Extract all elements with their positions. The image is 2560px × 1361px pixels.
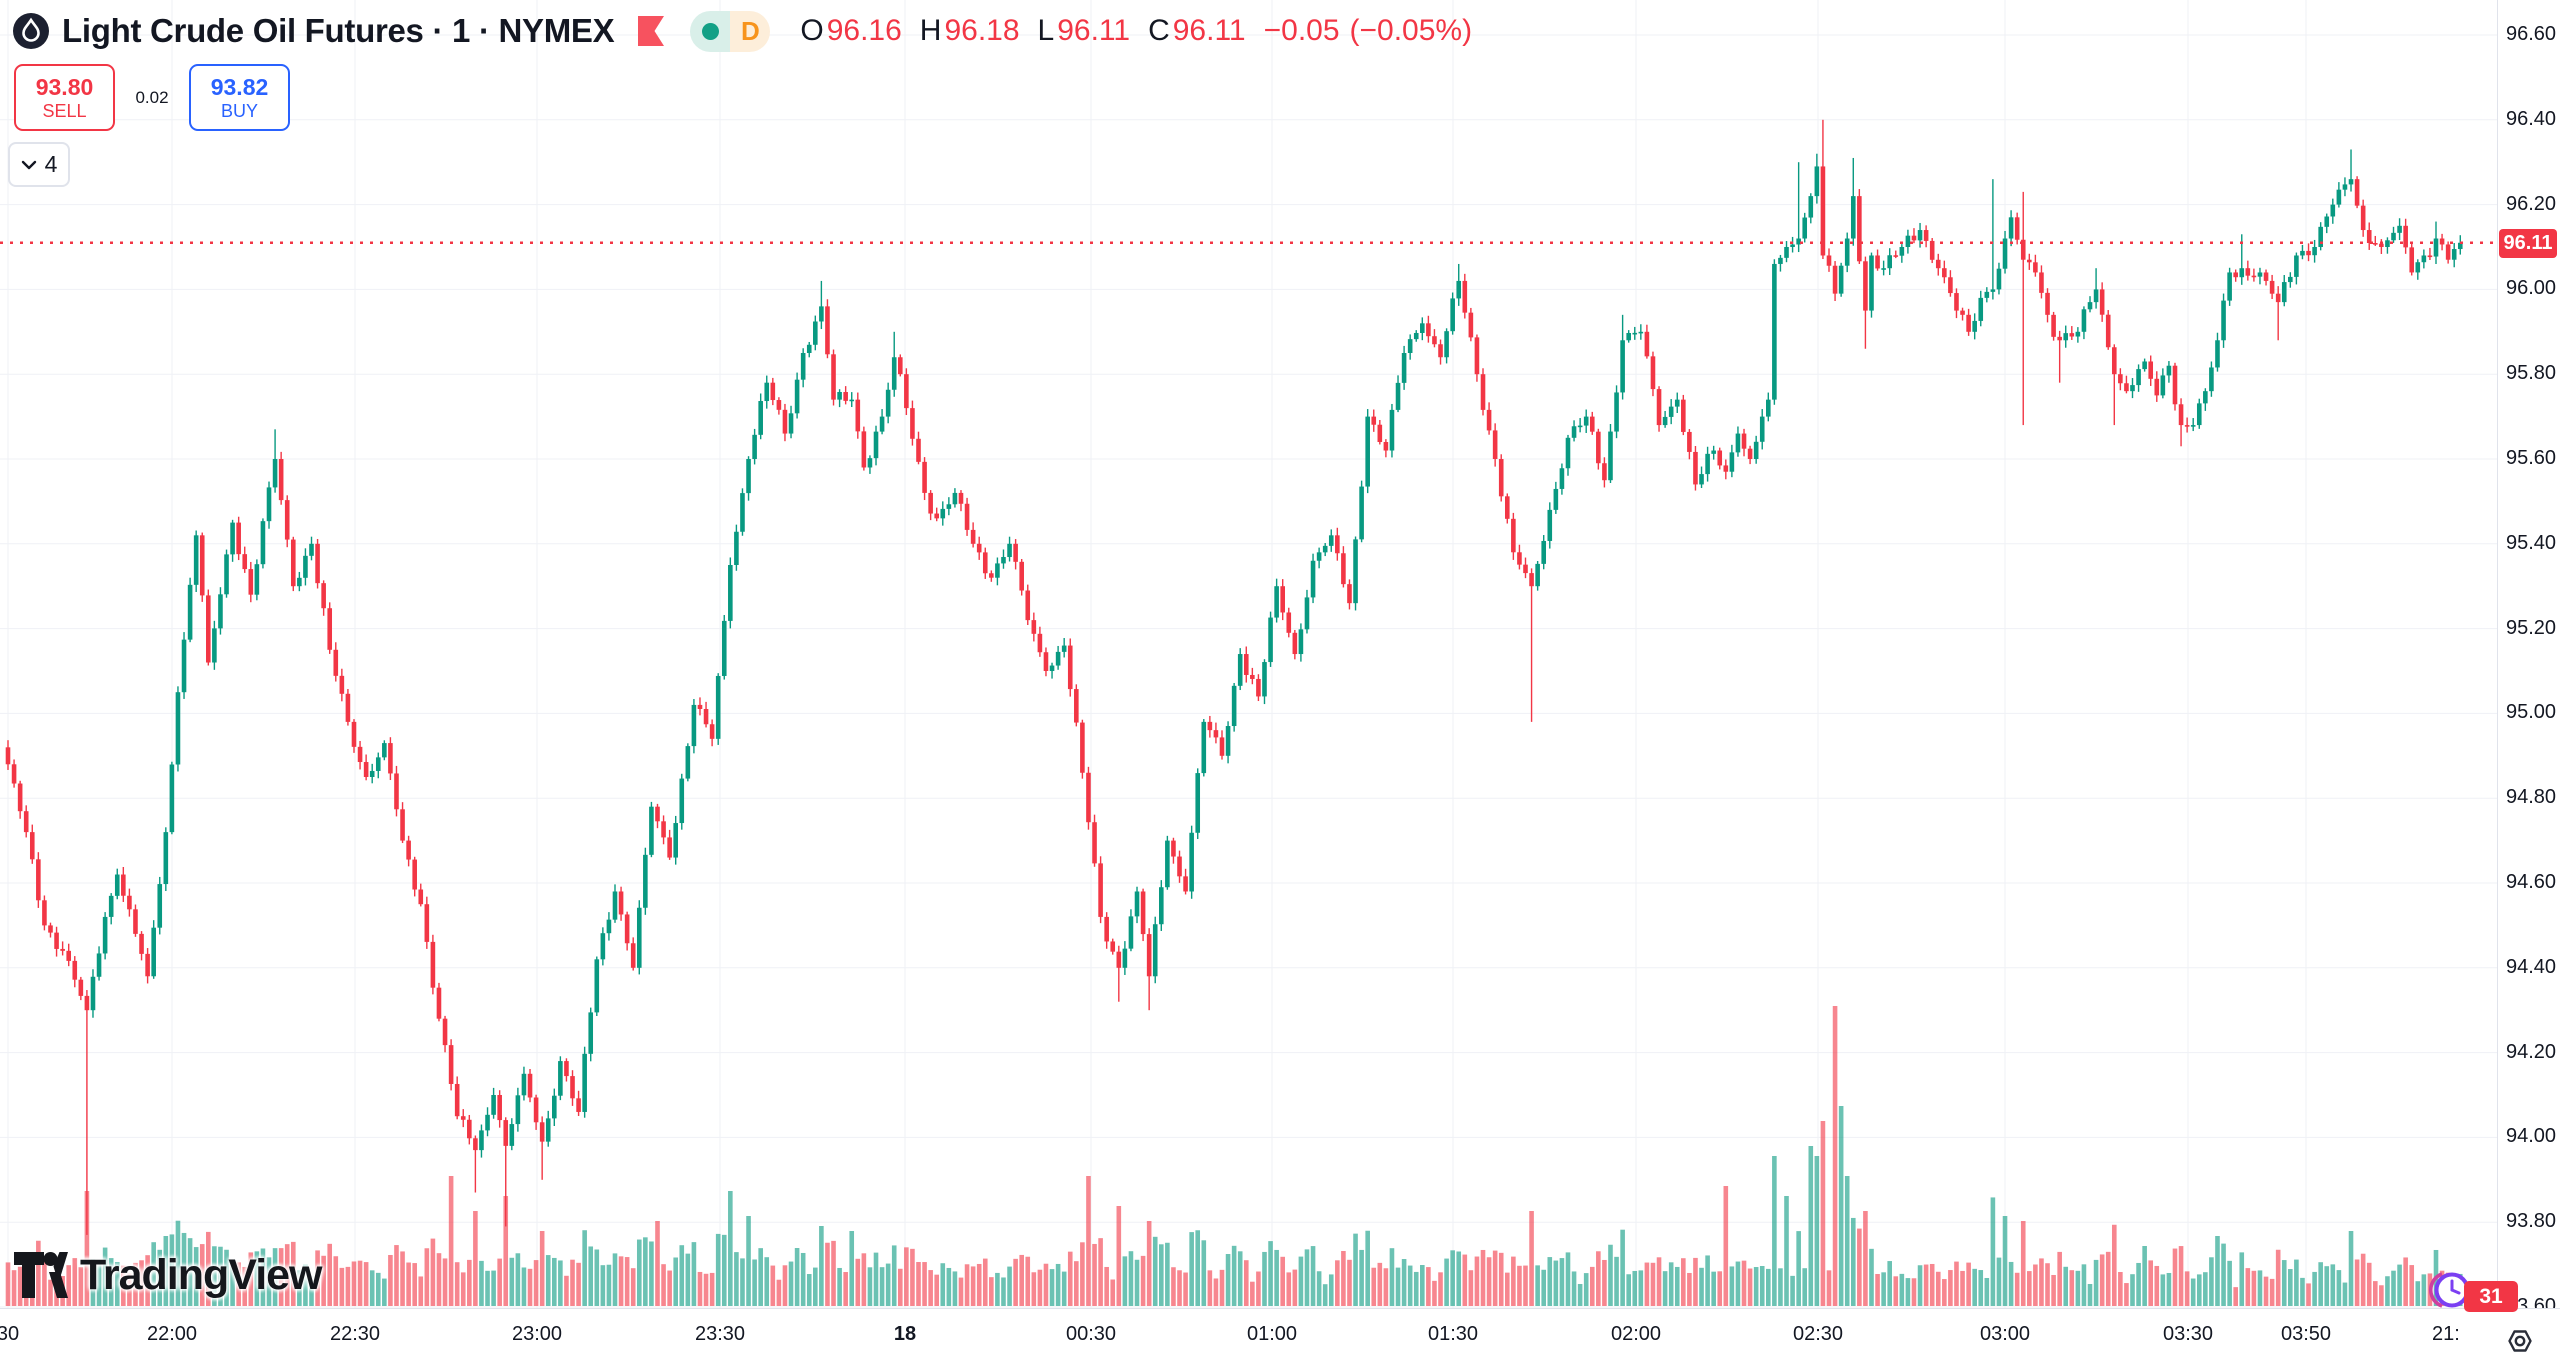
tradingview-logo-icon [14, 1252, 68, 1298]
object-tree-count: 4 [44, 151, 58, 177]
time-axis-label: 00:30 [1065, 1323, 1117, 1345]
time-axis[interactable]: 30 22:00 22:30 23:00 23:30 18 00:30 01:00 01:30 0… [0, 1308, 2560, 1361]
high-label: H [919, 14, 942, 47]
open-label: O [800, 14, 824, 47]
chevron-down-icon [21, 160, 36, 169]
candles-layer [5, 119, 2463, 1235]
volume-layer [5, 1006, 2463, 1306]
order-panel: 93.80 SELL 0.02 93.82 BUY [14, 64, 290, 131]
candlestick-chart[interactable] [0, 0, 2497, 1308]
close-value: 96.11 [1172, 14, 1246, 47]
buy-label: BUY [220, 100, 258, 121]
market-open-status-icon[interactable] [690, 10, 731, 52]
price-axis-label: 94.60 [2506, 871, 2557, 893]
time-axis-label: 03:50 [2280, 1323, 2332, 1345]
timezone-settings-icon[interactable] [2505, 1327, 2535, 1355]
time-axis-label: 22:30 [329, 1323, 381, 1345]
crude-oil-symbol-logo-icon [13, 13, 49, 49]
change-value: −0.05 [1263, 14, 1340, 47]
buy-button[interactable]: 93.82 BUY [189, 64, 290, 131]
price-axis-label: 94.20 [2506, 1040, 2557, 1063]
sell-label: SELL [42, 100, 87, 121]
price-axis-label: 96.60 [2506, 23, 2557, 45]
price-axis-label: 94.00 [2506, 1125, 2557, 1148]
delayed-data-icon[interactable]: D [730, 10, 771, 52]
low-label: L [1037, 14, 1055, 47]
tradingview-watermark[interactable]: TradingView [12, 1250, 322, 1300]
price-axis-label: 94.80 [2506, 786, 2557, 809]
time-axis-label: 01:30 [1427, 1323, 1479, 1345]
flag-icon[interactable] [638, 16, 665, 46]
price-axis-label: 93.80 [2506, 1210, 2557, 1233]
high-value: 96.18 [944, 14, 1020, 47]
low-value: 96.11 [1057, 14, 1131, 47]
countdown-value: 31 [2479, 1284, 2503, 1308]
time-axis-label: 01:00 [1246, 1323, 1298, 1345]
time-axis-label: 30 [0, 1323, 20, 1345]
spread-value: 0.02 [135, 87, 169, 107]
price-axis-label: 95.20 [2506, 616, 2557, 639]
change-percent: (−0.05%) [1349, 14, 1473, 47]
session-clock-icon [2429, 1272, 2470, 1308]
time-axis-label: 02:30 [1792, 1323, 1844, 1345]
price-axis-label: 95.60 [2506, 447, 2557, 469]
time-axis-label: 03:00 [1979, 1323, 2031, 1345]
price-axis-label: 95.40 [2506, 531, 2557, 554]
ohlc-values: O 96.16 H 96.18 L 96.11 C 96.11 −0.05 (−0.05… [800, 14, 1472, 48]
time-axis-label: 02:00 [1610, 1323, 1662, 1345]
sell-button[interactable]: 93.80 SELL [14, 64, 115, 131]
countdown-badge: 31 [2464, 1281, 2518, 1312]
price-axis[interactable]: 96.60 96.40 96.20 96.00 95.80 95.60 95.40 95.20… [2497, 0, 2560, 1317]
price-axis-label: 95.80 [2506, 362, 2557, 385]
market-status-pill[interactable]: D [690, 10, 771, 52]
object-tree-toggle-button[interactable]: 4 [8, 142, 70, 187]
open-value: 96.16 [826, 14, 902, 47]
price-axis-label: 96.40 [2506, 107, 2557, 130]
last-price-badge: 96.11 [2499, 228, 2557, 258]
tradingview-logo-text: TradingView [80, 1250, 322, 1299]
time-axis-label: 03:30 [2162, 1323, 2214, 1345]
price-axis-label: 95.00 [2506, 701, 2557, 724]
grid-layer [0, 0, 2497, 1308]
price-axis-label: 94.40 [2506, 955, 2557, 978]
time-axis-label: 23:30 [694, 1323, 746, 1345]
symbol-title[interactable]: Light Crude Oil Futures · 1 · NYMEX [62, 12, 615, 49]
buy-price: 93.82 [210, 73, 269, 100]
time-axis-label: 18 [893, 1323, 917, 1345]
close-label: C [1148, 14, 1170, 47]
delayed-data-label: D [740, 15, 760, 46]
current-time-label: 21: [2432, 1323, 2460, 1345]
price-axis-label: 96.00 [2506, 277, 2557, 300]
last-price-value: 96.11 [2503, 231, 2553, 254]
time-axis-label: 22:00 [146, 1323, 198, 1345]
sell-price: 93.80 [35, 73, 94, 100]
time-axis-label: 23:00 [511, 1323, 563, 1345]
price-axis-label: 96.20 [2506, 192, 2557, 215]
